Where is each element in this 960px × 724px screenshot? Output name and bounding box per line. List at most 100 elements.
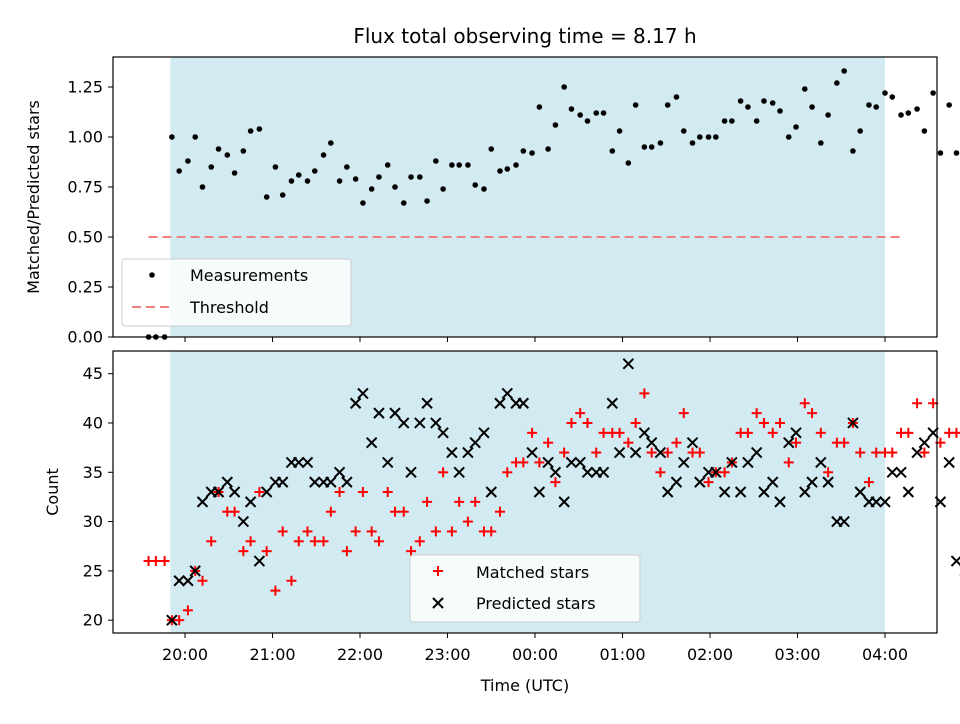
matched-star-point xyxy=(559,447,570,458)
predicted-star-point xyxy=(405,466,417,478)
measurement-point xyxy=(352,176,359,182)
matched-star-point xyxy=(174,615,185,626)
predicted-star-point xyxy=(806,476,818,488)
measurement-point xyxy=(777,108,783,114)
predicted-star-point xyxy=(710,466,722,478)
matched-star-point xyxy=(270,585,281,596)
measurement-point xyxy=(850,148,856,154)
predicted-star-point xyxy=(382,456,394,469)
predicted-star-point xyxy=(485,486,497,498)
measurement-point xyxy=(600,110,607,116)
legend-predicted-marker xyxy=(432,597,444,609)
predicted-star-point xyxy=(542,456,554,469)
matched-star-point xyxy=(334,487,345,497)
predicted-star-point xyxy=(943,456,955,469)
matched-star-point xyxy=(406,546,417,557)
measurement-point xyxy=(584,118,591,124)
measurement-point xyxy=(304,178,311,184)
bottom-y-axis-label: Count xyxy=(43,468,62,516)
measurement-point xyxy=(721,118,728,124)
measurement-point xyxy=(400,200,407,206)
measurement-point xyxy=(488,146,495,152)
predicted-star-point xyxy=(478,427,490,439)
predicted-star-point xyxy=(494,397,506,409)
matched-star-point xyxy=(390,506,400,517)
predicted-star-point xyxy=(189,565,201,577)
matched-star-point xyxy=(318,536,329,547)
matched-star-point xyxy=(912,398,923,409)
measurement-point xyxy=(545,146,551,152)
predicted-star-point xyxy=(277,476,289,488)
predicted-star-point xyxy=(678,456,690,469)
x-tick-label: 04:00 xyxy=(862,645,908,664)
matched-star-point xyxy=(438,467,449,478)
measurement-point xyxy=(481,186,487,192)
y-tick-label: 35 xyxy=(83,463,103,482)
predicted-star-point xyxy=(822,476,834,488)
measurement-point xyxy=(529,150,535,156)
predicted-star-point xyxy=(574,456,586,469)
predicted-star-point xyxy=(565,456,578,469)
matched-star-point xyxy=(758,417,769,428)
predicted-star-point xyxy=(622,358,635,370)
measurement-point xyxy=(279,192,286,198)
matched-star-point xyxy=(598,427,609,438)
matched-star-point xyxy=(799,398,810,409)
top-x-ticks xyxy=(184,337,886,342)
measurement-point xyxy=(536,104,543,110)
top-panel: 0.00 0.25 0.50 0.75 1.00 1.25 Flux total obse… xyxy=(24,24,960,347)
measurement-point xyxy=(169,134,175,140)
matched-star-point xyxy=(823,467,834,478)
predicted-star-point xyxy=(469,436,481,449)
predicted-star-point xyxy=(879,496,891,508)
bottom-x-ticks: 20:00 21:00 22:00 23:00 00:00 01:00 02:00 03:00… xyxy=(162,633,908,664)
predicted-star-point xyxy=(373,407,385,419)
predicted-star-point xyxy=(654,446,667,459)
matched-star-point xyxy=(366,526,377,537)
matched-star-point xyxy=(694,447,705,458)
measurement-point xyxy=(946,102,952,108)
matched-star-point xyxy=(662,447,673,458)
top-legend-box xyxy=(121,258,352,327)
matched-star-point xyxy=(742,427,753,438)
measurement-point xyxy=(344,164,350,170)
measurement-point xyxy=(593,110,600,116)
measurement-point xyxy=(272,164,279,170)
y-tick-label: 20 xyxy=(83,611,103,630)
measurement-point xyxy=(384,162,391,168)
y-tick-label: 0.00 xyxy=(67,328,103,347)
matched-star-point xyxy=(887,447,898,458)
predicted-star-point xyxy=(341,476,353,488)
matched-star-point xyxy=(703,477,714,488)
measurement-point xyxy=(866,102,872,108)
predicted-star-point xyxy=(349,397,362,409)
measurement-point xyxy=(809,104,815,110)
matched-star-point xyxy=(591,447,602,458)
predicted-star-point xyxy=(526,446,538,459)
predicted-star-point xyxy=(237,515,250,528)
legend-threshold-label: Threshold xyxy=(189,298,269,317)
predicted-star-point xyxy=(815,456,827,469)
measurement-point xyxy=(818,140,824,146)
measurement-point xyxy=(745,104,751,110)
matched-star-point xyxy=(871,447,882,458)
matched-star-point xyxy=(430,526,441,537)
measurement-point xyxy=(577,112,584,118)
x-tick-label: 22:00 xyxy=(337,645,383,664)
matched-star-point xyxy=(293,536,304,547)
matched-star-point xyxy=(783,457,794,468)
predicted-star-point xyxy=(767,476,779,488)
matched-star-point xyxy=(543,437,554,448)
legend-measurements-marker xyxy=(149,272,155,278)
matched-star-point xyxy=(286,575,297,586)
measurement-point xyxy=(336,178,343,184)
predicted-star-point xyxy=(799,486,811,498)
measurement-point xyxy=(513,162,519,168)
measurement-point xyxy=(561,84,567,90)
predicted-star-point xyxy=(694,476,706,488)
measurement-point xyxy=(857,128,864,134)
measurement-point xyxy=(793,124,799,130)
matched-star-point xyxy=(919,447,930,458)
predicted-star-point xyxy=(517,397,530,409)
measurement-point xyxy=(424,198,430,204)
